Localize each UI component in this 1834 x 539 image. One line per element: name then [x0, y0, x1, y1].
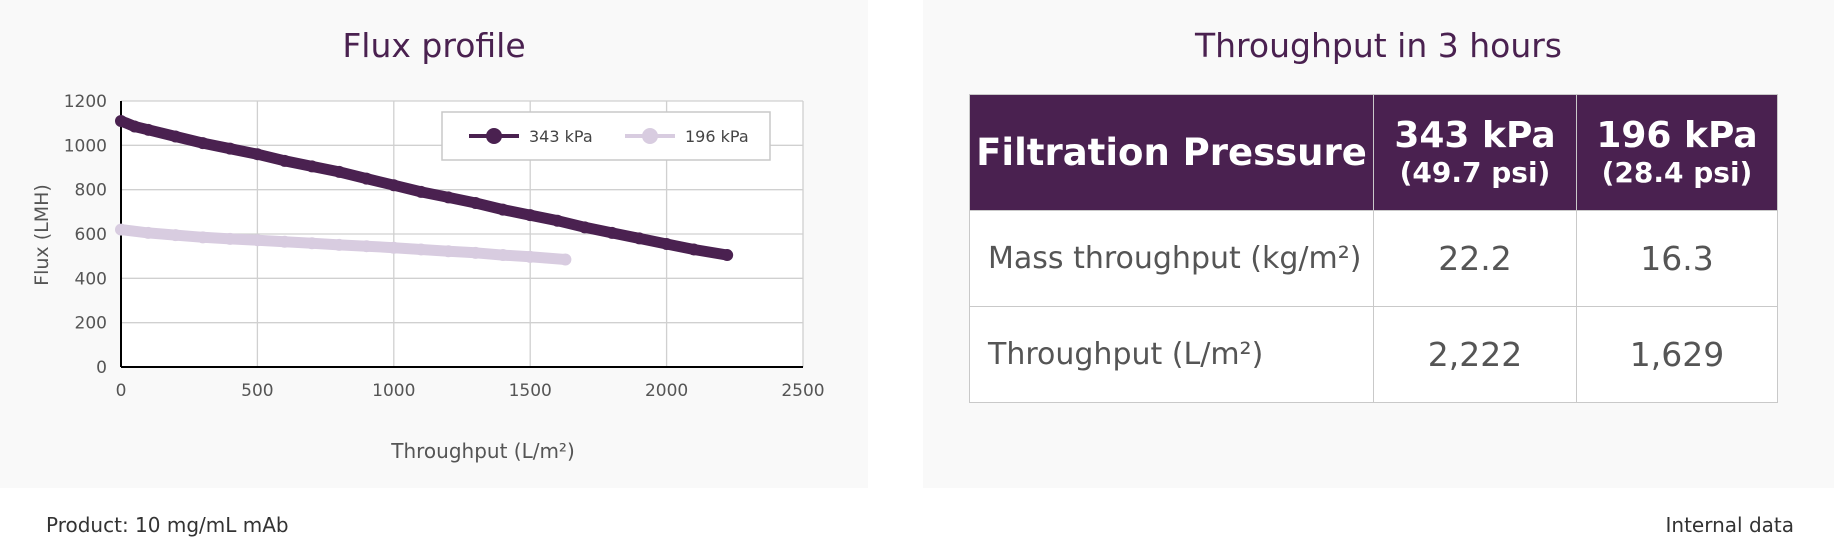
data-point	[578, 221, 591, 234]
header-343-psi: (49.7 psi)	[1399, 155, 1551, 189]
flux-chart: 0 200 400 600 800 1000 1200 0 500 1000 1500 2000 250…	[31, 92, 825, 463]
header-343-kpa: 343 kPa	[1394, 114, 1556, 156]
data-point	[469, 246, 482, 259]
data-point	[115, 223, 127, 236]
data-point	[660, 237, 673, 250]
row-label-mass: Mass throughput (kg/m²)	[969, 210, 1374, 307]
data-point	[169, 229, 182, 242]
y-tick-label: 0	[96, 358, 107, 378]
data-point	[687, 243, 700, 256]
data-point	[360, 172, 373, 185]
data-point	[333, 165, 346, 178]
data-point	[606, 226, 619, 239]
x-tick-label: 1000	[372, 381, 415, 401]
header-196-psi: (28.4 psi)	[1601, 155, 1753, 189]
table-header-row: Filtration Pressure 343 kPa (49.7 psi) 1…	[969, 94, 1778, 211]
header-196: 196 kPa (28.4 psi)	[1576, 94, 1778, 211]
cell-throughput-196: 1,629	[1576, 306, 1778, 403]
internal-data-note: Internal data	[1665, 513, 1795, 537]
throughput-table: Filtration Pressure 343 kPa (49.7 psi) 1…	[969, 94, 1778, 403]
data-point	[469, 196, 482, 209]
data-point	[278, 235, 291, 248]
x-tick-label: 2000	[645, 381, 688, 401]
data-point	[251, 148, 264, 161]
y-tick-label: 800	[75, 181, 107, 201]
data-point	[305, 160, 318, 173]
y-tick-label: 400	[75, 269, 107, 289]
data-point	[551, 214, 564, 227]
y-tick-label: 200	[75, 314, 107, 334]
data-point	[196, 137, 209, 150]
chart-title: Flux profile	[342, 26, 526, 65]
data-point	[128, 120, 141, 133]
data-point	[115, 114, 127, 127]
data-point	[524, 209, 537, 222]
y-tick-label: 1000	[64, 136, 107, 156]
cell-throughput-343: 2,222	[1373, 306, 1577, 403]
data-point	[387, 179, 400, 192]
legend-swatch-marker	[486, 128, 502, 144]
row-label-throughput: Throughput (L/m²)	[969, 306, 1374, 403]
x-tick-label: 500	[241, 381, 273, 401]
data-point	[633, 232, 646, 245]
data-point	[224, 232, 237, 245]
table-row: Mass throughput (kg/m²) 22.2 16.3	[969, 210, 1778, 307]
data-point	[496, 203, 509, 216]
chart-series	[115, 114, 734, 266]
data-point	[142, 226, 155, 239]
data-point	[278, 154, 291, 167]
chart-legend: 343 kPa 196 kPa	[441, 111, 771, 161]
legend-swatch-marker	[642, 128, 658, 144]
chart-axes: 0 200 400 600 800 1000 1200 0 500 1000 1500 2000 250…	[64, 92, 825, 401]
legend-label: 196 kPa	[685, 127, 749, 146]
x-tick-label: 1500	[509, 381, 552, 401]
legend-label: 343 kPa	[529, 127, 593, 146]
data-point	[524, 250, 537, 263]
data-point	[169, 130, 182, 143]
data-point	[251, 234, 264, 247]
data-point	[196, 231, 209, 244]
table-row: Throughput (L/m²) 2,222 1,629	[969, 306, 1778, 403]
header-196-kpa: 196 kPa	[1596, 114, 1758, 156]
data-point	[415, 243, 428, 256]
y-tick-label: 600	[75, 225, 107, 245]
product-note: Product: 10 mg/mL mAb	[46, 513, 289, 537]
data-point	[387, 241, 400, 254]
data-point	[142, 123, 155, 136]
header-filtration-pressure: Filtration Pressure	[969, 94, 1374, 211]
data-point	[415, 185, 428, 198]
data-point	[721, 249, 734, 262]
data-point	[442, 191, 455, 204]
y-tick-label: 1200	[64, 92, 107, 112]
header-label: Filtration Pressure	[976, 131, 1367, 174]
x-tick-label: 2500	[781, 381, 824, 401]
x-tick-label: 0	[116, 381, 127, 401]
data-point	[360, 240, 373, 253]
cell-mass-343: 22.2	[1373, 210, 1577, 307]
data-point	[442, 245, 455, 258]
header-343: 343 kPa (49.7 psi)	[1373, 94, 1577, 211]
data-point	[496, 249, 509, 262]
data-point	[333, 238, 346, 251]
y-axis-label: Flux (LMH)	[31, 184, 53, 286]
data-point	[305, 237, 318, 250]
x-axis-label: Throughput (L/m²)	[390, 439, 575, 463]
cell-mass-196: 16.3	[1576, 210, 1778, 307]
data-point	[224, 142, 237, 155]
table-title: Throughput in 3 hours	[1194, 26, 1562, 65]
data-point	[559, 253, 572, 266]
